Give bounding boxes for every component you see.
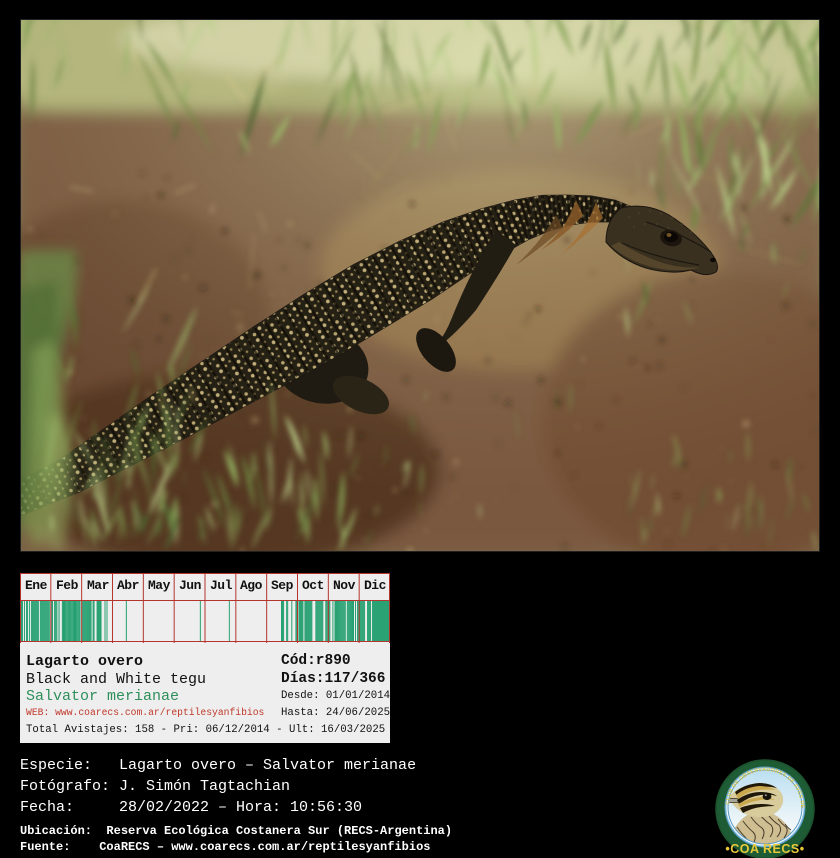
- svg-text:•COA RECS•: •COA RECS•: [725, 842, 804, 856]
